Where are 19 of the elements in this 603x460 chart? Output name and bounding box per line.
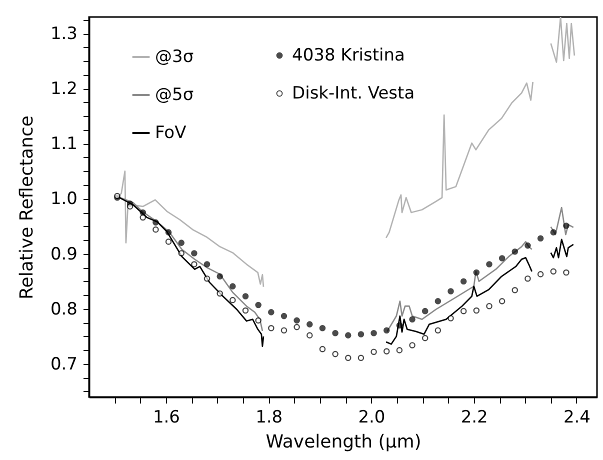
legend-label: Disk-Int. Vesta (292, 84, 415, 104)
legend-label: @3σ (155, 47, 194, 67)
y-axis-title: Relative Reflectance (16, 116, 38, 300)
y-tick-label: 0.9 (50, 244, 78, 264)
y-tick-label: 1.1 (50, 134, 78, 154)
legend-label: 4038 Kristina (292, 46, 405, 66)
legend-label: @5σ (155, 85, 194, 105)
x-tick-label: 1.8 (256, 408, 283, 428)
x-tick-label: 2.2 (460, 408, 488, 428)
y-tick-label: 0.8 (50, 299, 78, 320)
y-tick-label: 1.0 (50, 189, 78, 210)
x-tick-label: 2.0 (358, 408, 386, 428)
x-axis-title: Wavelength (μm) (266, 432, 422, 452)
legend-label: FoV (155, 123, 187, 143)
x-tick-label: 1.6 (152, 408, 180, 428)
y-tick-label: 1.2 (50, 79, 78, 100)
x-tick-label: 2.4 (563, 408, 590, 428)
y-tick-label: 1.3 (50, 24, 78, 44)
y-tick-label: 0.7 (50, 354, 78, 374)
